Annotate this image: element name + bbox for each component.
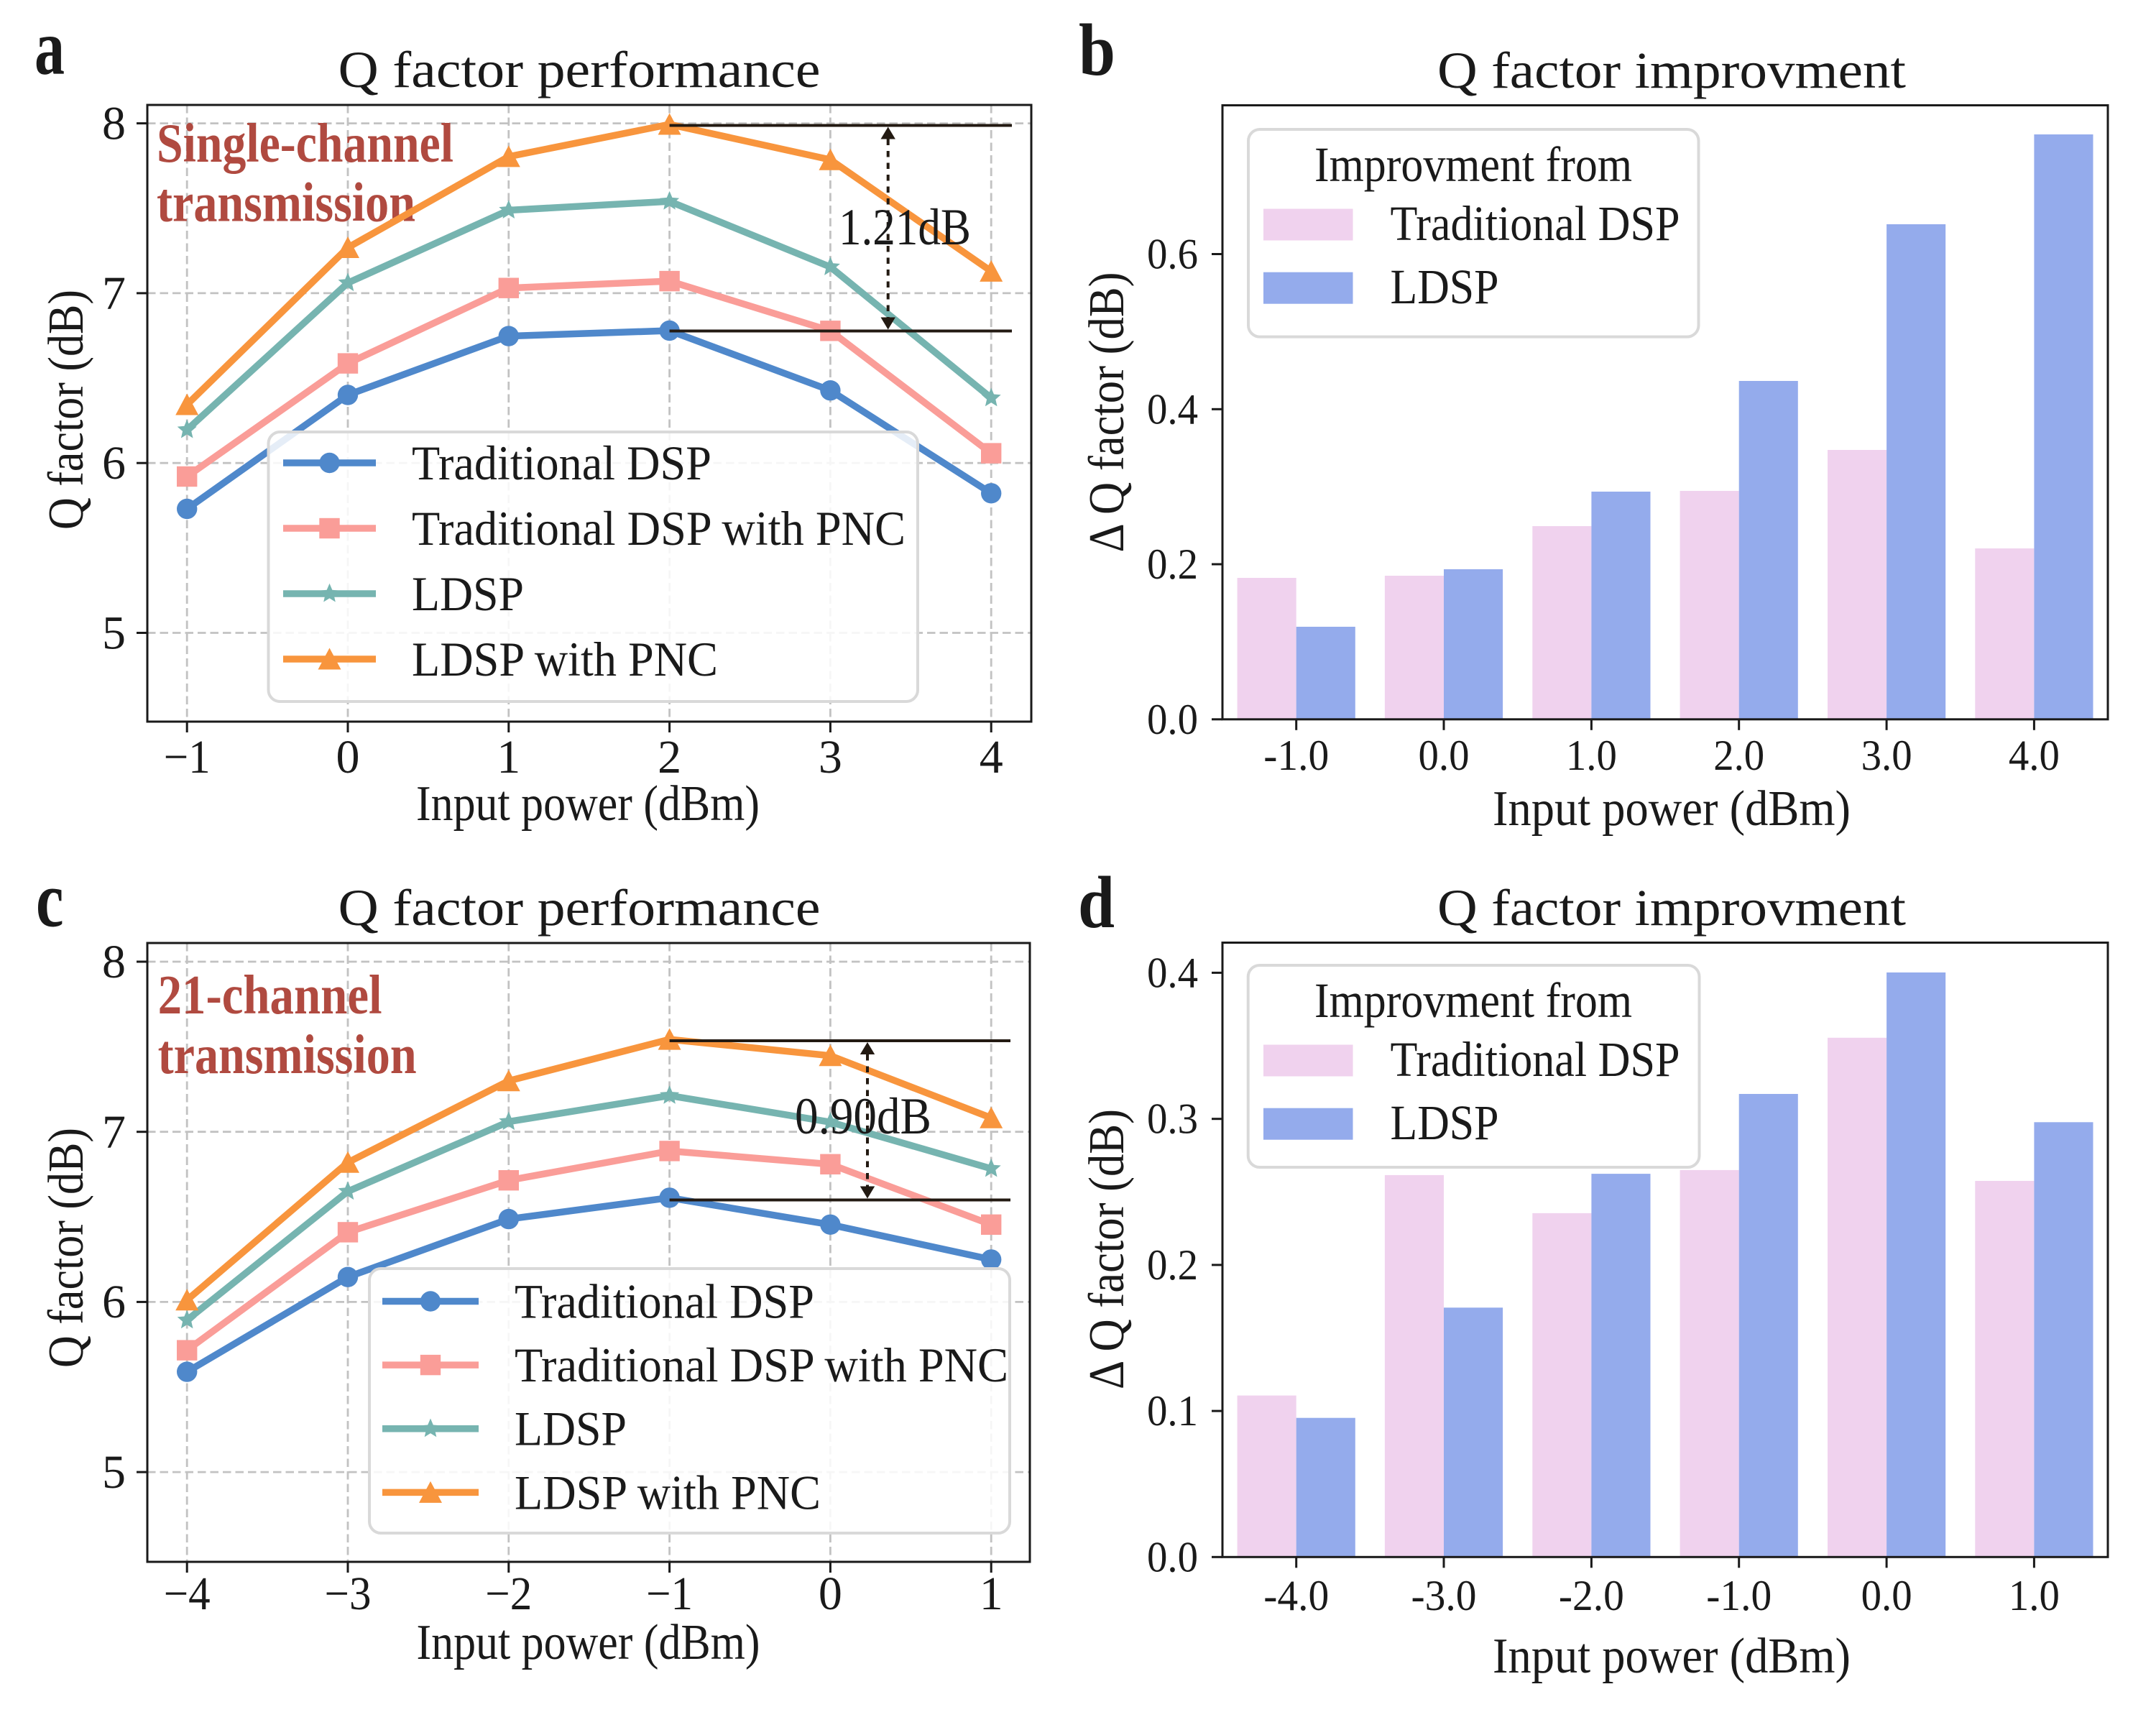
svg-text:Q factor improvment: Q factor improvment bbox=[1437, 42, 1906, 99]
svg-text:-3.0: -3.0 bbox=[1411, 1572, 1477, 1619]
svg-text:1.0: 1.0 bbox=[1566, 732, 1617, 779]
svg-text:0.4: 0.4 bbox=[1147, 385, 1198, 433]
svg-text:−3: −3 bbox=[325, 1568, 372, 1620]
svg-text:−1: −1 bbox=[164, 731, 211, 783]
svg-text:LDSP: LDSP bbox=[412, 566, 524, 621]
svg-text:0.6: 0.6 bbox=[1147, 231, 1198, 278]
svg-text:4: 4 bbox=[980, 731, 1003, 783]
svg-text:Traditional DSP: Traditional DSP bbox=[1391, 196, 1680, 251]
svg-text:2: 2 bbox=[658, 731, 681, 783]
svg-text:Traditional DSP with PNC: Traditional DSP with PNC bbox=[515, 1338, 1008, 1392]
svg-text:LDSP with PNC: LDSP with PNC bbox=[515, 1465, 821, 1519]
svg-text:0.3: 0.3 bbox=[1147, 1095, 1198, 1143]
svg-text:Traditional DSP: Traditional DSP bbox=[412, 436, 711, 490]
svg-text:6: 6 bbox=[102, 437, 126, 489]
svg-text:Input power (dBm): Input power (dBm) bbox=[1493, 1629, 1851, 1684]
svg-text:-1.0: -1.0 bbox=[1263, 732, 1329, 779]
svg-text:Q factor improvment: Q factor improvment bbox=[1437, 879, 1906, 937]
svg-text:0: 0 bbox=[336, 731, 360, 783]
svg-text:0.0: 0.0 bbox=[1861, 1572, 1912, 1619]
svg-text:-1.0: -1.0 bbox=[1706, 1572, 1772, 1619]
svg-text:0.0: 0.0 bbox=[1147, 1533, 1198, 1581]
svg-text:0.4: 0.4 bbox=[1147, 949, 1198, 996]
svg-text:Improvment from: Improvment from bbox=[1314, 973, 1632, 1028]
svg-text:Improvment from: Improvment from bbox=[1314, 137, 1632, 192]
svg-text:transmission: transmission bbox=[157, 172, 415, 234]
svg-text:a: a bbox=[34, 3, 65, 91]
svg-text:0: 0 bbox=[819, 1568, 842, 1620]
svg-text:1.0: 1.0 bbox=[2009, 1572, 2060, 1619]
svg-text:c: c bbox=[36, 855, 64, 943]
svg-text:Single-channel: Single-channel bbox=[157, 112, 453, 174]
svg-text:0.0: 0.0 bbox=[1419, 732, 1470, 779]
svg-text:−4: −4 bbox=[164, 1568, 211, 1620]
svg-text:8: 8 bbox=[102, 936, 126, 988]
svg-text:-2.0: -2.0 bbox=[1559, 1572, 1624, 1619]
svg-text:1: 1 bbox=[980, 1568, 1003, 1620]
svg-text:0.2: 0.2 bbox=[1147, 540, 1198, 588]
svg-text:0.1: 0.1 bbox=[1147, 1387, 1198, 1435]
svg-text:b: b bbox=[1079, 9, 1115, 91]
svg-text:LDSP with PNC: LDSP with PNC bbox=[412, 632, 718, 686]
svg-text:Traditional DSP: Traditional DSP bbox=[515, 1274, 814, 1329]
svg-text:1.21dB: 1.21dB bbox=[839, 198, 971, 256]
svg-text:-4.0: -4.0 bbox=[1263, 1572, 1329, 1619]
svg-text:0.2: 0.2 bbox=[1147, 1241, 1198, 1289]
svg-text:Q factor performance: Q factor performance bbox=[338, 41, 821, 98]
svg-text:0.90dB: 0.90dB bbox=[795, 1087, 931, 1145]
svg-text:−2: −2 bbox=[485, 1568, 532, 1620]
svg-text:5: 5 bbox=[102, 607, 126, 659]
svg-text:6: 6 bbox=[102, 1276, 126, 1328]
svg-text:7: 7 bbox=[102, 267, 126, 320]
svg-text:LDSP: LDSP bbox=[1391, 1095, 1499, 1150]
svg-text:transmission: transmission bbox=[158, 1024, 417, 1085]
svg-text:Q factor (dB): Q factor (dB) bbox=[39, 1128, 94, 1368]
svg-text:Δ Q factor (dB): Δ Q factor (dB) bbox=[1079, 272, 1135, 553]
svg-text:4.0: 4.0 bbox=[2009, 732, 2060, 779]
svg-text:Input power (dBm): Input power (dBm) bbox=[416, 776, 760, 832]
svg-text:Q factor (dB): Q factor (dB) bbox=[39, 290, 94, 530]
svg-text:Q factor performance: Q factor performance bbox=[338, 879, 821, 937]
svg-text:3.0: 3.0 bbox=[1861, 732, 1912, 779]
svg-text:Traditional DSP: Traditional DSP bbox=[1391, 1032, 1680, 1087]
svg-text:Traditional DSP with PNC: Traditional DSP with PNC bbox=[412, 501, 906, 556]
svg-text:Δ Q factor (dB): Δ Q factor (dB) bbox=[1079, 1109, 1135, 1389]
svg-text:Input power (dBm): Input power (dBm) bbox=[1493, 781, 1851, 837]
svg-text:LDSP: LDSP bbox=[515, 1402, 627, 1456]
svg-text:LDSP: LDSP bbox=[1391, 259, 1499, 314]
svg-text:2.0: 2.0 bbox=[1713, 732, 1764, 779]
svg-text:Input power (dBm): Input power (dBm) bbox=[417, 1615, 760, 1670]
svg-text:7: 7 bbox=[102, 1106, 126, 1159]
svg-text:8: 8 bbox=[102, 97, 126, 150]
svg-text:−1: −1 bbox=[646, 1568, 693, 1620]
svg-text:3: 3 bbox=[819, 731, 842, 783]
svg-text:0.0: 0.0 bbox=[1147, 696, 1198, 743]
svg-text:d: d bbox=[1078, 862, 1115, 944]
svg-text:21-channel: 21-channel bbox=[158, 964, 382, 1026]
svg-text:1: 1 bbox=[497, 731, 520, 783]
svg-text:5: 5 bbox=[102, 1446, 126, 1499]
